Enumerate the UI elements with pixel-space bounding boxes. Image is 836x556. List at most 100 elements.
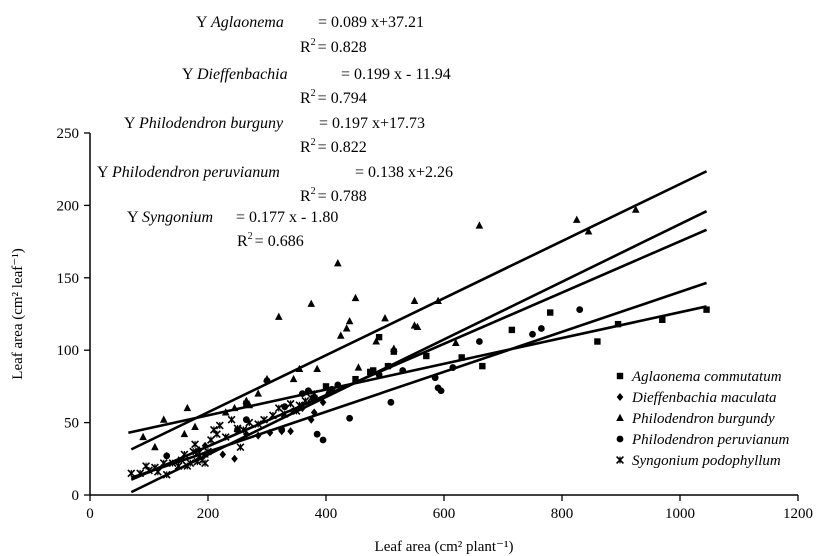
data-point-circle [299,390,306,398]
data-point-circle [313,430,321,438]
data-point-triangle [139,432,147,441]
data-point-triangle [295,364,304,373]
regression-lines [128,170,708,494]
data-point-triangle [413,322,422,331]
r-squared: R2 = 0.788 [300,186,367,205]
data-point-x [254,420,263,429]
r-squared: R2 = 0.828 [300,37,367,56]
x-tick-label: 400 [315,506,338,522]
data-point-circle [375,371,383,379]
data-point-circle [163,452,171,460]
data-point-triangle [151,442,159,451]
regression-line [130,281,707,479]
legend-label: Philodendron peruvianum [631,432,790,448]
data-point-diamond [195,446,203,455]
y-tick-label: 150 [57,271,80,287]
data-point-triangle [381,314,389,322]
x-tick-label: 1000 [665,506,695,522]
data-point-circle [529,330,536,338]
data-point-x [227,415,236,424]
data-point-x [233,424,242,433]
y-tick-label: 100 [57,343,80,359]
equation-name: Y Philodendron peruvianum [97,164,280,181]
x-tick-label: 200 [197,506,220,522]
data-point-x [212,430,221,439]
y-tick-label: 250 [57,126,80,142]
data-point-triangle [313,364,321,373]
data-point-diamond [201,441,209,450]
legend-label: Aglaonema commutatum [631,369,782,385]
data-point-square [458,354,465,361]
legend: Aglaonema commutatum Dieffenbachia macula… [616,369,790,469]
data-point-x [168,459,177,468]
regression-line [130,210,708,494]
data-point-circle [437,387,445,395]
x-tick-label: 0 [86,506,94,522]
axis-ticks: 0 200 400 600 800 1000 1200 0 50 100 150 200 250 [57,126,814,522]
legend-marker-triangle [616,413,624,421]
y-tick-label: 0 [72,488,80,504]
regression-equations: Y Aglaonema = 0.089 x+37.21 R2 = 0.828 Y Die… [97,14,453,250]
data-point-triangle [334,259,342,267]
data-point-x [268,411,277,420]
r-squared: R2 = 0.822 [300,137,367,156]
data-point-square [508,326,516,334]
data-point-square [311,394,318,402]
data-point-diamond [243,430,250,439]
legend-marker-x [616,456,624,464]
data-point-triangle [342,324,351,332]
data-point-triangle [434,296,442,304]
data-point-triangle [230,403,239,412]
data-point-x [286,399,295,408]
data-point-x [274,404,283,413]
data-point-triangle [354,363,363,371]
data-point-x [206,436,215,444]
data-point-x [186,459,195,468]
y-tick-label: 50 [64,416,79,432]
equation-name: Y Aglaonema [196,14,284,31]
data-point-triangle [183,403,192,412]
data-point-square [322,383,330,390]
data-point-circle [346,414,353,422]
data-point-triangle [584,227,593,235]
x-tick-label: 1200 [783,506,813,522]
data-point-triangle [159,415,168,423]
data-point-triangle [390,344,398,352]
data-point-square [703,306,710,313]
data-point-diamond [307,415,315,424]
data-point-square [370,367,377,374]
data-point-triangle [245,400,254,409]
data-point-circle [387,398,395,406]
data-point-square [375,333,383,341]
data-point-x [153,467,162,476]
data-point-circle [328,385,336,393]
data-point-circle [334,381,342,389]
data-point-x [310,389,319,398]
data-point-circle [278,426,286,434]
data-point-triangle [191,422,199,430]
data-point-x [260,415,269,424]
data-point-triangle [631,205,640,213]
data-point-diamond [219,450,227,459]
data-point-triangle [221,408,230,416]
data-point-diamond [266,428,274,437]
data-point-triangle [275,312,283,320]
data-point-circle [263,377,271,385]
data-point-diamond [319,398,327,407]
data-point-diamond [254,431,262,440]
data-point-triangle [345,316,354,325]
data-point-x [162,470,171,479]
data-point-triangle [372,337,380,345]
data-point-square [479,362,486,370]
data-point-x [295,401,304,410]
equation-name: Y Dieffenbachia [182,66,288,83]
data-point-x [245,418,254,427]
data-point-diamond [231,454,238,463]
data-point-x [136,469,145,478]
data-point-triangle [475,221,484,229]
data-point-x [221,433,230,442]
data-point-x [204,447,212,456]
equation-formula: = 0.197 x+17.73 [319,115,425,132]
x-tick-label: 600 [433,506,456,522]
